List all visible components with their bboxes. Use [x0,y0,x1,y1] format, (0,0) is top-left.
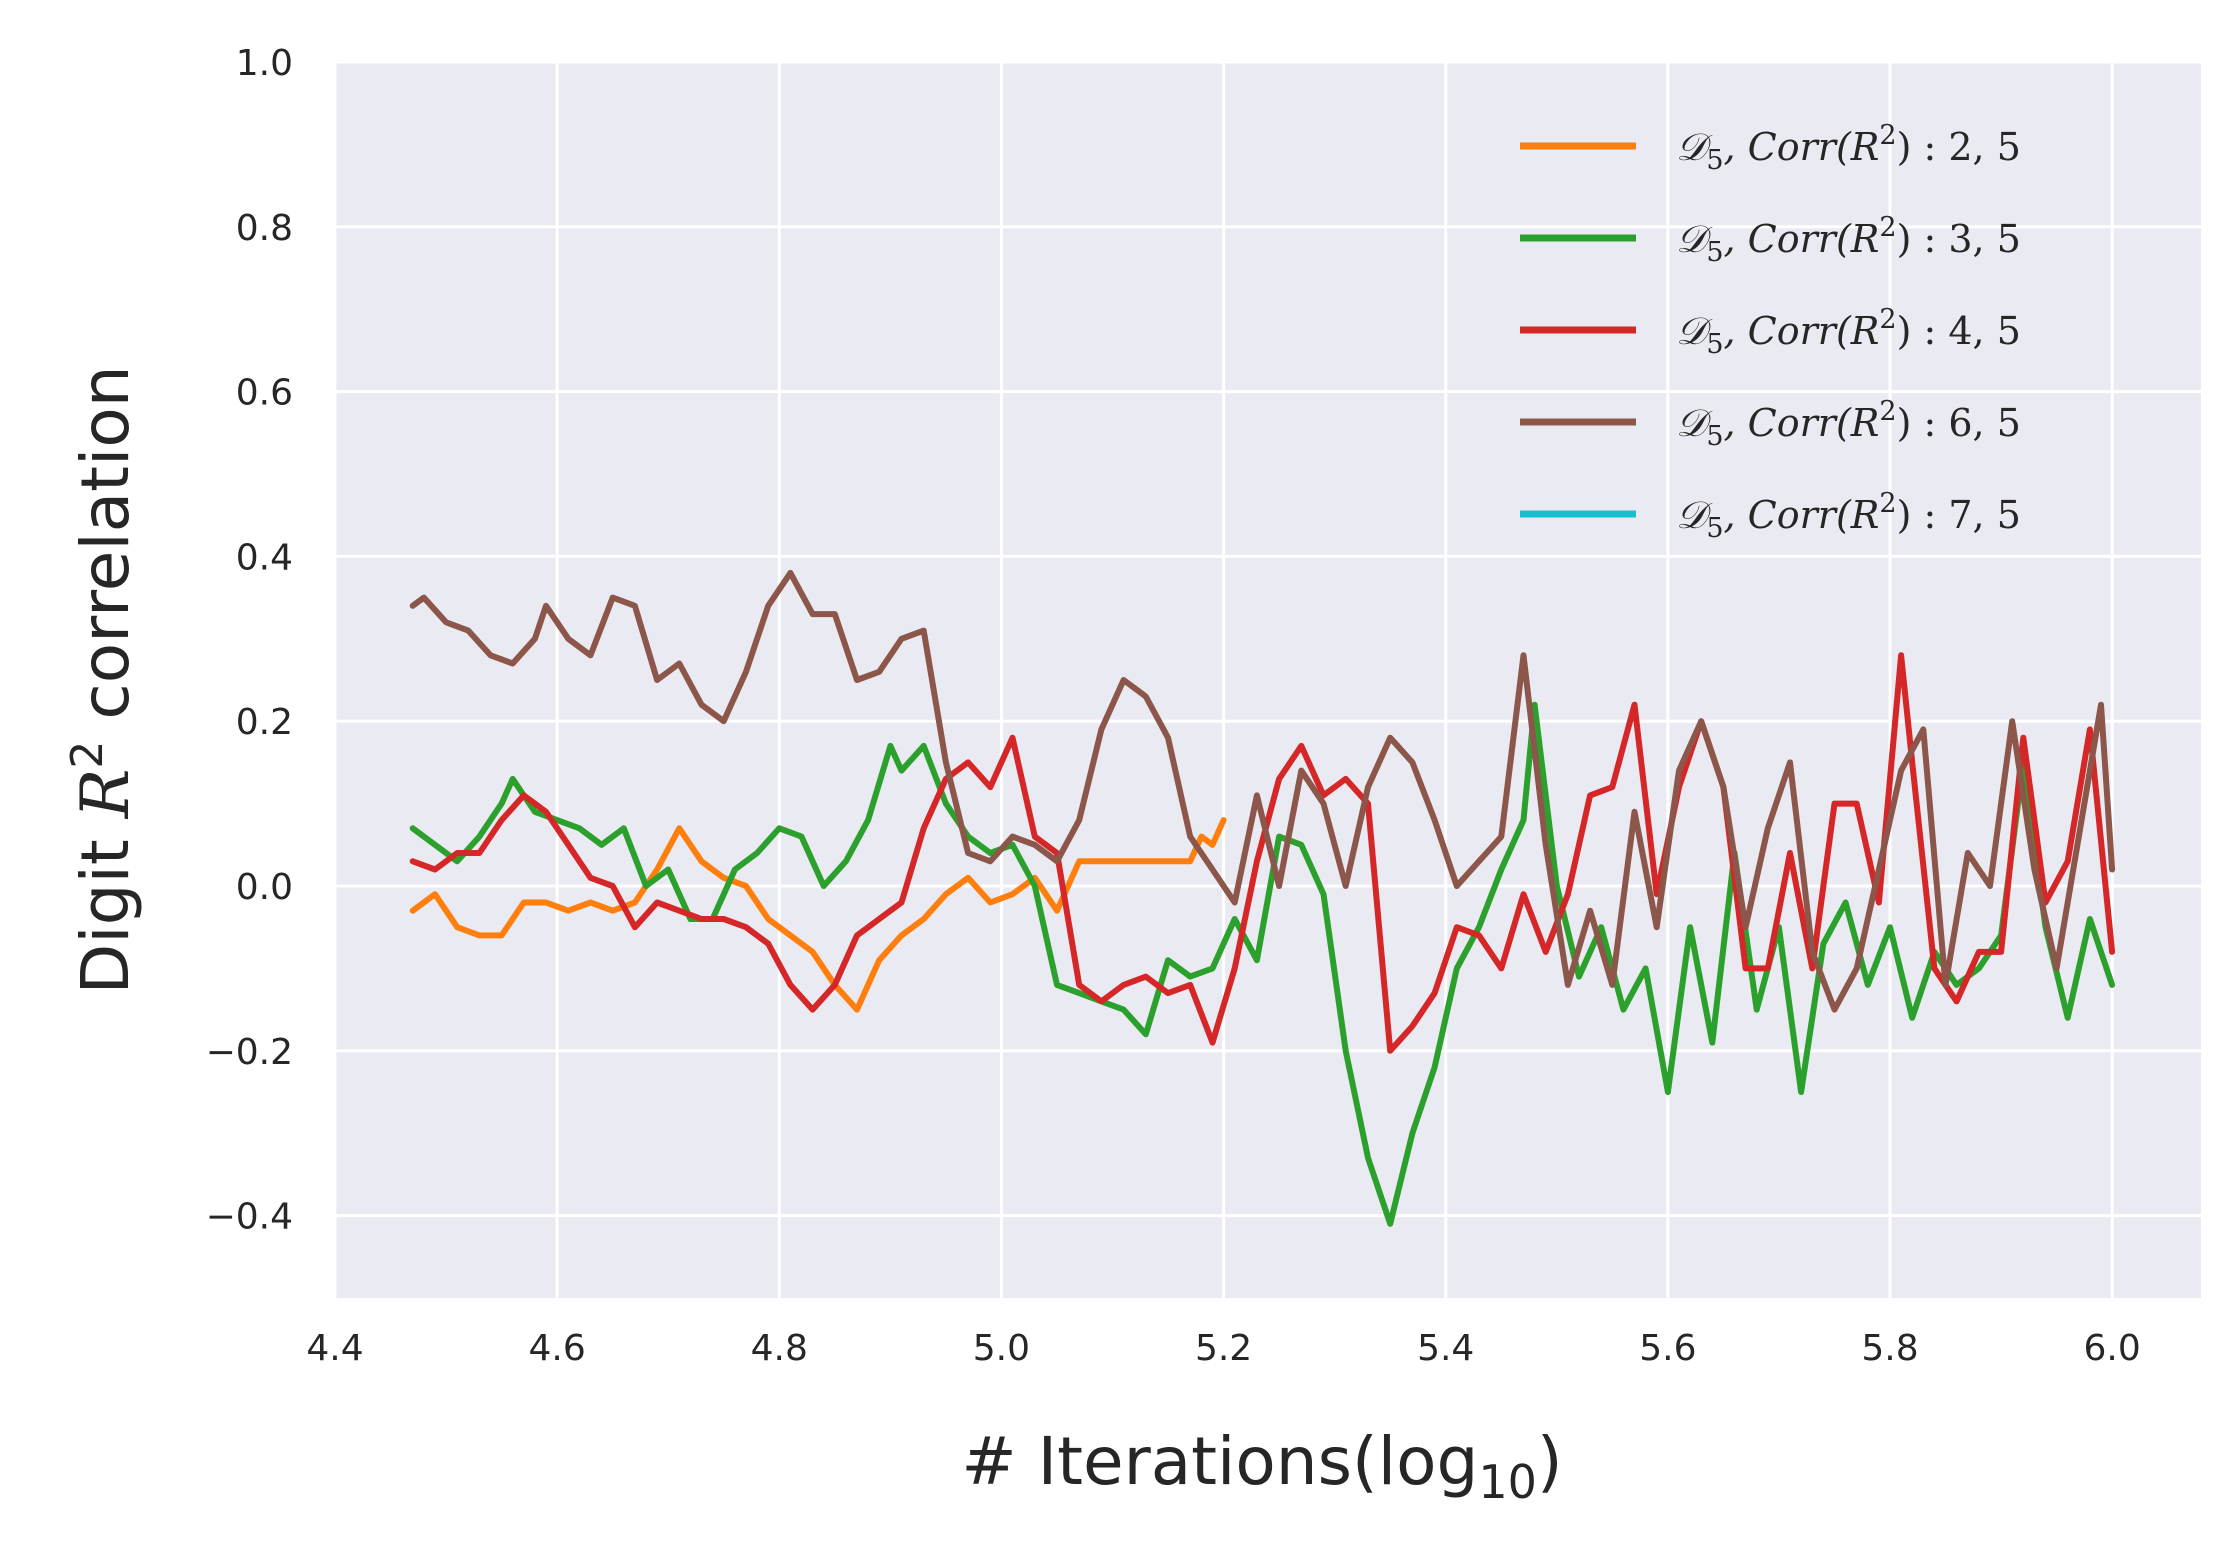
x-axis-label: # Iterations(log10) [961,1423,1562,1509]
y-tick-label: 1.0 [236,43,293,84]
legend-tail: ) : 7, 5 [1897,493,2021,537]
legend-sub: 5 [1706,421,1723,452]
x-tick-label: 5.4 [1417,1328,1474,1369]
y-tick-label: 0.8 [236,208,293,249]
legend-entry-4: 𝒟5, Corr(R2) : 6, 5 [1676,396,2021,452]
x-tick-label: 5.6 [1639,1328,1696,1369]
legend-entry-1: 𝒟5, Corr(R2) : 2, 5 [1676,120,2021,176]
y-axis-label: Digit R2 correlation [62,365,144,994]
x-tick-label: 5.0 [973,1328,1030,1369]
legend-sup: 2 [1879,304,1896,335]
x-tick-label: 4.4 [306,1328,363,1369]
x-axis-label-subscript: 10 [1478,1455,1537,1509]
y-tick-label: 0.6 [236,373,293,414]
legend-tail: ) : 6, 5 [1897,401,2021,445]
legend-mid: , Corr(R [1724,125,1880,169]
y-tick-label: −0.2 [206,1032,293,1073]
x-tick-label: 5.2 [1195,1328,1252,1369]
legend-tail: ) : 3, 5 [1897,217,2021,261]
legend-tail: ) : 2, 5 [1897,125,2021,169]
legend-sub: 5 [1706,237,1723,268]
y-tick-label: 0.4 [236,537,293,578]
legend-entry-3: 𝒟5, Corr(R2) : 4, 5 [1676,304,2021,360]
legend-mid: , Corr(R [1724,493,1880,537]
legend-sub: 5 [1706,329,1723,360]
legend-sup: 2 [1879,120,1896,151]
y-axis-label-var: R [67,769,144,820]
legend-sub: 5 [1706,145,1723,176]
legend-mid: , Corr(R [1724,309,1880,353]
legend-sup: 2 [1879,212,1896,243]
x-tick-label: 5.8 [1861,1328,1918,1369]
x-tick-label: 4.8 [751,1328,808,1369]
legend-tail: ) : 4, 5 [1897,309,2021,353]
legend-mid: , Corr(R [1724,217,1880,261]
legend-entry-2: 𝒟5, Corr(R2) : 3, 5 [1676,212,2021,268]
y-tick-label: 0.2 [236,702,293,743]
legend-sup: 2 [1879,488,1896,519]
legend-sup: 2 [1879,396,1896,427]
x-tick-label: 6.0 [2084,1328,2141,1369]
x-tick-label: 4.6 [529,1328,586,1369]
legend-mid: , Corr(R [1724,401,1880,445]
y-tick-label: 0.0 [236,867,293,908]
y-axis-label-post: correlation [67,365,144,740]
y-tick-label: −0.4 [206,1197,293,1238]
legend-entry-5: 𝒟5, Corr(R2) : 7, 5 [1676,488,2021,544]
y-axis-label-sup: 2 [62,741,113,769]
x-axis-label-tail: ) [1537,1423,1563,1500]
legend-sub: 5 [1706,513,1723,544]
